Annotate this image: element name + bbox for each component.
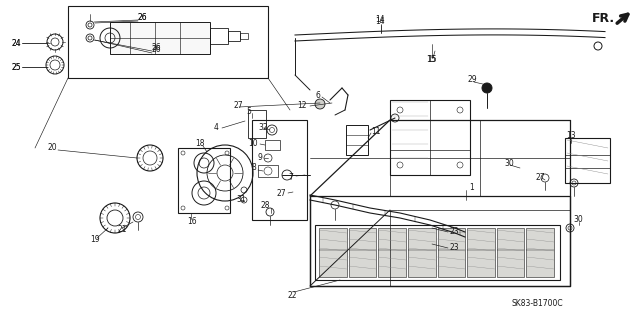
Bar [248,110,266,138]
Text: SK83-B1700C: SK83-B1700C [512,299,564,308]
Bar [438,228,465,277]
Text: FR.: FR. [592,12,615,25]
Text: 26: 26 [152,43,162,53]
Bar [310,196,570,286]
Bar [319,228,347,277]
Bar [265,140,280,150]
Bar [68,6,268,78]
Bar [252,120,307,220]
Text: 4: 4 [213,123,218,132]
Text: 14: 14 [375,16,385,25]
Bar [408,228,435,277]
Bar [315,225,560,280]
Text: 18: 18 [195,138,205,147]
Text: 25: 25 [12,63,22,71]
Text: 30: 30 [504,159,514,167]
Text: 12: 12 [298,100,307,109]
Text: 24: 24 [12,39,22,48]
Text: 9: 9 [257,153,262,162]
Bar [210,28,228,44]
Bar [228,31,240,41]
Bar [346,125,368,155]
Bar [390,100,470,175]
Text: 7: 7 [288,174,293,182]
Text: 5: 5 [246,107,251,115]
Circle shape [482,83,492,93]
Text: 6: 6 [316,91,321,100]
Text: 26: 26 [138,13,148,23]
Text: 26: 26 [152,46,162,55]
Bar [110,22,210,54]
Bar [467,228,495,277]
Text: 1: 1 [469,183,474,192]
Bar [565,138,610,183]
Text: 32: 32 [258,122,268,131]
Text: 31: 31 [236,196,246,204]
Text: 20: 20 [48,144,58,152]
Text: 10: 10 [248,138,258,147]
Text: 15: 15 [427,56,436,64]
Bar [378,228,406,277]
Text: 23: 23 [450,227,460,236]
Text: 29: 29 [468,76,477,85]
Text: 13: 13 [566,131,575,140]
Text: 23: 23 [450,243,460,253]
Text: 19: 19 [90,235,100,244]
Circle shape [315,99,325,109]
Text: 15: 15 [426,56,436,64]
Text: 27: 27 [234,100,244,109]
Text: 27: 27 [276,189,286,198]
Text: 8: 8 [252,164,256,173]
Text: 22: 22 [288,291,298,300]
Text: 25: 25 [12,63,22,71]
Text: 27: 27 [536,173,546,182]
Text: 11: 11 [371,127,381,136]
Text: 26: 26 [138,13,148,23]
Bar [526,228,554,277]
Text: 16: 16 [187,217,196,226]
Bar [349,228,376,277]
Bar [258,165,278,177]
Text: 14: 14 [375,18,385,26]
Bar [240,33,248,39]
Bar [497,228,524,277]
Text: 28: 28 [260,202,270,211]
Text: 21: 21 [117,226,127,234]
Text: 24: 24 [12,39,22,48]
Text: 30: 30 [573,216,583,225]
Bar [178,148,230,213]
